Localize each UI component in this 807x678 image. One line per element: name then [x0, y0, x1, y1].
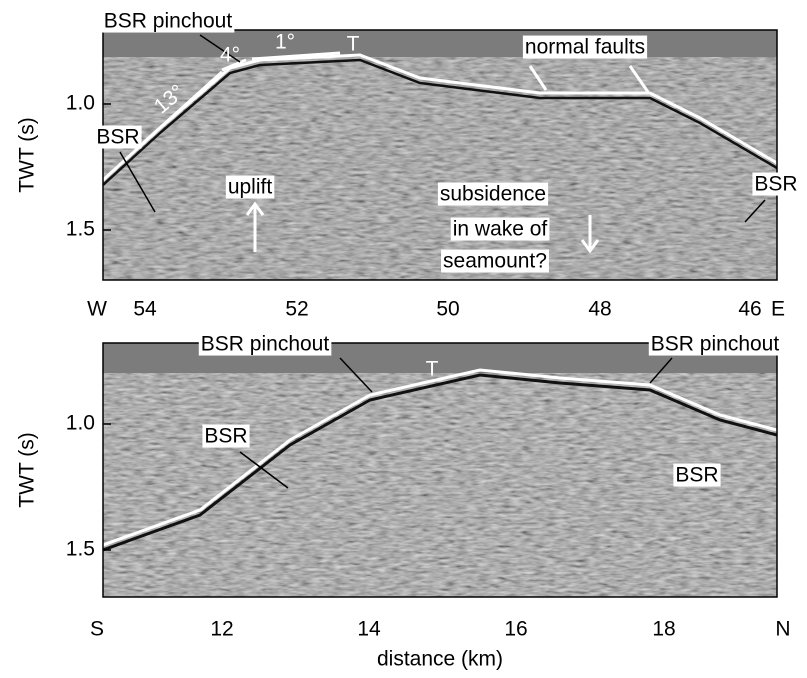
x-tick-label: 50 [436, 298, 459, 321]
x-axis-label: distance (km) [377, 648, 503, 671]
annotation: BSR [94, 125, 142, 149]
annotation-text: BSR [754, 173, 797, 196]
x-tick-label: N [775, 618, 790, 641]
y-axis-label: TWT (s) [16, 117, 39, 192]
annotation: 1° [275, 31, 295, 54]
annotation: normal faults [522, 35, 648, 59]
annotation: seamount? [441, 249, 549, 273]
annotation-box [94, 125, 142, 149]
annotation-text: BSR [96, 126, 139, 149]
x-tick-label: 54 [133, 298, 157, 321]
annotation: BSR [202, 424, 250, 448]
annotation: 4° [220, 44, 240, 67]
seismic-panel-bottom [103, 343, 777, 597]
x-tick-label: 12 [210, 618, 233, 641]
annotation: BSR pinchout [648, 332, 782, 356]
seismic-panel-top [103, 30, 777, 280]
annotation: uplift [225, 175, 275, 199]
x-tick-label: 46 [738, 298, 761, 321]
annotation-text: T [347, 33, 360, 56]
annotation: BSR pinchout [198, 332, 332, 356]
annotation-text: subsidence [440, 183, 546, 206]
annotation-box [198, 332, 332, 356]
annotation-text: BSR pinchout [201, 333, 330, 356]
y-tick-label: 1.5 [66, 218, 95, 241]
annotation: BSR [752, 172, 800, 196]
annotation-box [101, 9, 235, 33]
annotation-text: BSR pinchout [651, 333, 780, 356]
annotation: subsidence [437, 182, 549, 206]
x-tick-label: 14 [357, 618, 381, 641]
leader-lines [119, 34, 766, 489]
annotation-box [437, 182, 549, 206]
annotation-text: BSR pinchout [104, 10, 233, 33]
annotation-text: normal faults [525, 36, 645, 59]
annotation: in wake of [450, 217, 550, 241]
annotation-box [450, 217, 550, 241]
annotation-text: uplift [228, 176, 273, 199]
annotation: BSR pinchout [101, 9, 235, 33]
annotation-text: seamount? [443, 250, 547, 273]
annotation-text: 4° [220, 44, 240, 67]
annotation-box [673, 463, 721, 487]
annotation: T [426, 358, 439, 381]
x-tick-label: 48 [588, 298, 611, 321]
y-tick-label: 1.0 [66, 92, 95, 115]
annotation-box [202, 424, 250, 448]
panel-frame [102, 342, 778, 598]
x-tick-label: 16 [504, 618, 527, 641]
x-tick-label: 52 [285, 298, 308, 321]
annotation-text: 1° [275, 31, 295, 54]
panel-frame [102, 29, 778, 281]
annotation-text: BSR [204, 425, 247, 448]
annotation-text: in wake of [453, 218, 548, 241]
overlay-lines [141, 51, 650, 254]
x-tick-label: W [87, 298, 107, 321]
annotation: T [347, 33, 360, 56]
annotation-text: T [426, 358, 439, 381]
annotation-text: BSR [675, 464, 718, 487]
annotation-box [225, 175, 275, 199]
x-tick-label: 18 [652, 618, 675, 641]
x-tick-label: E [771, 298, 785, 321]
annotation: BSR [673, 463, 721, 487]
annotation-box [522, 35, 648, 59]
annotation-box [648, 332, 782, 356]
annotation-box [752, 172, 800, 196]
annotation-box [441, 249, 549, 273]
x-tick-label: S [90, 618, 104, 641]
y-tick-label: 1.0 [66, 412, 95, 435]
y-tick-label: 1.5 [66, 538, 95, 561]
y-axis-label: TWT (s) [16, 432, 39, 507]
